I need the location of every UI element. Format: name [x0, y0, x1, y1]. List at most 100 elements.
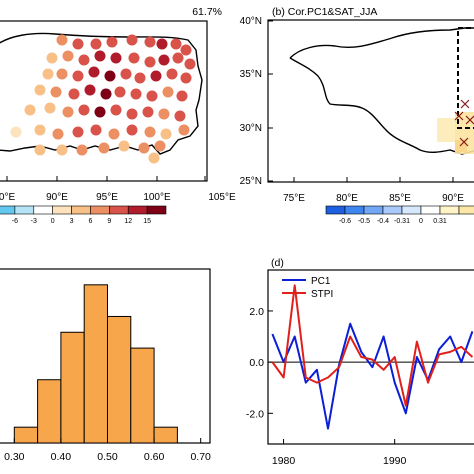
station-dot-7 [170, 38, 182, 50]
station-dot-10 [62, 50, 74, 62]
station-dot-2 [90, 38, 102, 50]
x-tick-c-1: 0.40 [51, 451, 72, 463]
cbarA-swatch-1 [14, 205, 35, 215]
station-dot-49 [10, 126, 22, 138]
station-dot-52 [72, 126, 84, 138]
x-tick-a-3: 100°E [143, 192, 171, 203]
station-dot-5 [144, 36, 156, 48]
station-dot-0 [56, 34, 68, 46]
station-dot-63 [118, 140, 130, 152]
x-tick-d-0: 1980 [272, 455, 296, 467]
cbarA-label-5: 9 [107, 218, 111, 225]
station-dot-31 [68, 88, 80, 100]
station-dot-59 [34, 144, 46, 156]
cbarA-label-4: 6 [88, 218, 92, 225]
station-dot-8 [180, 44, 192, 56]
station-dot-48 [174, 110, 186, 122]
panel-d: (d) 2.0 0.0 -2.0 1980 1990 PC1 STPI [246, 257, 474, 467]
cbarA-swatch-3 [52, 205, 72, 215]
panel-a-x-ticks [6, 176, 206, 181]
histogram-bar-4 [106, 315, 132, 444]
panel-b-x-ticks [293, 177, 454, 182]
station-dot-54 [108, 128, 120, 140]
station-dot-1 [72, 38, 84, 50]
station-dot-26 [150, 70, 162, 82]
time-series-lines [271, 284, 474, 430]
station-dot-51 [52, 128, 64, 140]
cbarB-swatch-5 [420, 205, 441, 215]
cbarB-swatch-2 [363, 205, 384, 215]
legend: PC1 STPI [282, 276, 333, 300]
station-dot-66 [148, 152, 160, 164]
x-tick-a-2: 95°E [96, 192, 118, 203]
station-dot-57 [160, 128, 172, 140]
x-tick-c-4: 0.70 [190, 451, 211, 463]
station-dot-61 [76, 144, 88, 156]
station-dot-3 [106, 36, 118, 48]
station-dot-47 [158, 108, 170, 120]
significance-markers [454, 99, 474, 147]
station-dot-36 [146, 90, 158, 102]
x-tick-a-1: 90°E [46, 192, 68, 203]
station-dot-32 [84, 84, 96, 96]
station-dot-25 [134, 72, 146, 84]
station-dot-44 [110, 104, 122, 116]
cbarB-swatch-3 [382, 205, 403, 215]
y-tick-d-1: 0.0 [249, 357, 264, 369]
station-dot-45 [126, 108, 138, 120]
x-tick-c-2: 0.50 [97, 451, 118, 463]
histogram-bar-2 [60, 331, 85, 444]
station-dot-21 [72, 70, 84, 82]
cbarB-label-1: -0.5 [358, 218, 370, 225]
correlation-shading [437, 112, 474, 154]
station-dot-22 [88, 66, 100, 78]
station-dot-43 [94, 106, 106, 118]
panel-c: 0.30 0.40 0.50 0.60 0.70 [0, 268, 211, 463]
station-dot-30 [50, 86, 62, 98]
series-line-pc1 [271, 322, 474, 430]
cbarA-label-6: 12 [124, 218, 132, 225]
cbarA-swatch-4 [71, 205, 91, 215]
cbarA-label-3: 3 [70, 218, 74, 225]
cbarA-swatch-0 [0, 205, 16, 215]
station-dot-29 [34, 84, 46, 96]
cbarB-swatch-0 [325, 205, 346, 215]
station-dot-16 [158, 54, 170, 66]
panel-b: (b) Cor.PC1&SAT_JJA 40°N 35°N 30°N 25°N … [240, 6, 474, 225]
x-tick-d-1: 1990 [383, 455, 407, 467]
station-dot-18 [184, 58, 196, 70]
station-dot-12 [94, 50, 106, 62]
station-dot-46 [142, 106, 154, 118]
histogram-bar-5 [130, 347, 155, 444]
x-tick-a-4: 105°E [208, 192, 236, 203]
cbarB-label-5: 0.31 [433, 218, 447, 225]
station-dot-50 [34, 124, 46, 136]
x-tick-a-0: 0°E [0, 192, 15, 203]
x-tick-c-0: 0.30 [4, 451, 25, 463]
cbarB-swatch-1 [344, 205, 365, 215]
station-dot-14 [128, 52, 140, 64]
histogram-bar-6 [153, 426, 178, 444]
station-dot-53 [90, 124, 102, 136]
series-line-stpi [271, 284, 474, 407]
y-tick-d-2: -2.0 [246, 408, 264, 420]
plateau-outline-b [289, 27, 474, 155]
station-dot-38 [176, 90, 188, 102]
station-dot-11 [78, 54, 90, 66]
station-dot-20 [56, 68, 68, 80]
study-region-box [457, 27, 474, 129]
station-dot-9 [46, 52, 58, 64]
histogram-bar-0 [13, 426, 39, 444]
station-dot-65 [154, 140, 166, 152]
cbarA-label-7: 15 [143, 218, 151, 225]
cbarB-label-2: -0.4 [377, 218, 389, 225]
legend-pc1-label: PC1 [311, 276, 331, 287]
station-dot-13 [110, 52, 122, 64]
station-dot-40 [44, 102, 56, 114]
station-dot-62 [98, 142, 110, 154]
colorbar-a: -6 -3 0 3 6 9 12 15 [0, 205, 167, 225]
station-dot-34 [114, 86, 126, 98]
cbarA-swatch-2 [33, 205, 53, 215]
y-tick-b-0: 40°N [240, 16, 262, 27]
